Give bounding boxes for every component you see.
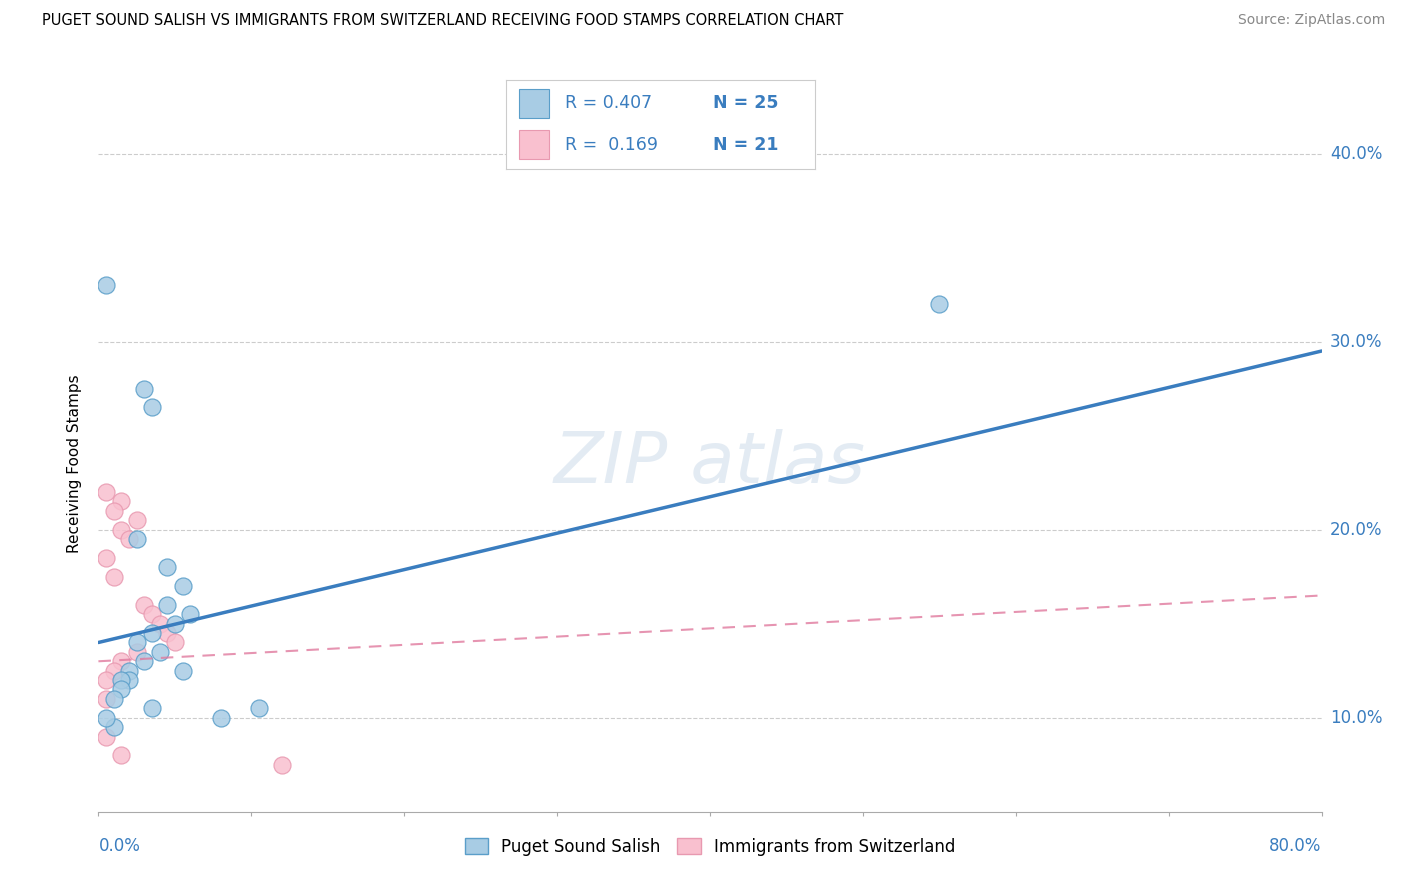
Point bbox=[110, 654, 132, 668]
Point bbox=[94, 485, 117, 500]
Point bbox=[134, 382, 156, 396]
FancyBboxPatch shape bbox=[519, 89, 550, 118]
Point bbox=[149, 645, 172, 659]
Point bbox=[110, 748, 132, 763]
Point bbox=[103, 569, 125, 583]
Y-axis label: Receiving Food Stamps: Receiving Food Stamps bbox=[67, 375, 83, 553]
Point bbox=[928, 297, 950, 311]
Point bbox=[94, 692, 117, 706]
Point bbox=[125, 532, 148, 546]
Text: Source: ZipAtlas.com: Source: ZipAtlas.com bbox=[1237, 13, 1385, 28]
Point bbox=[125, 645, 148, 659]
Text: 80.0%: 80.0% bbox=[1270, 837, 1322, 855]
Point bbox=[103, 720, 125, 734]
FancyBboxPatch shape bbox=[519, 130, 550, 159]
Point bbox=[110, 494, 132, 508]
Text: 0.0%: 0.0% bbox=[98, 837, 141, 855]
Point bbox=[118, 673, 141, 687]
Point bbox=[247, 701, 270, 715]
Text: 30.0%: 30.0% bbox=[1330, 333, 1382, 351]
Point bbox=[103, 664, 125, 678]
Point bbox=[94, 550, 117, 565]
Text: PUGET SOUND SALISH VS IMMIGRANTS FROM SWITZERLAND RECEIVING FOOD STAMPS CORRELAT: PUGET SOUND SALISH VS IMMIGRANTS FROM SW… bbox=[42, 13, 844, 29]
Point bbox=[141, 401, 163, 415]
Point bbox=[94, 730, 117, 744]
Point bbox=[163, 616, 186, 631]
Point bbox=[209, 711, 232, 725]
Point bbox=[118, 532, 141, 546]
Point bbox=[110, 682, 132, 697]
Point bbox=[110, 673, 132, 687]
Legend: Puget Sound Salish, Immigrants from Switzerland: Puget Sound Salish, Immigrants from Swit… bbox=[458, 831, 962, 863]
Point bbox=[94, 711, 117, 725]
Point bbox=[141, 607, 163, 622]
Point bbox=[270, 757, 294, 772]
Text: R =  0.169: R = 0.169 bbox=[565, 136, 658, 153]
Point bbox=[118, 664, 141, 678]
Point bbox=[125, 635, 148, 649]
Text: R = 0.407: R = 0.407 bbox=[565, 95, 652, 112]
Point bbox=[172, 664, 194, 678]
Point bbox=[172, 579, 194, 593]
Text: 20.0%: 20.0% bbox=[1330, 521, 1382, 539]
Point bbox=[125, 513, 148, 527]
Point bbox=[134, 598, 156, 612]
Point bbox=[156, 560, 179, 574]
Point bbox=[179, 607, 201, 622]
Text: 10.0%: 10.0% bbox=[1330, 709, 1382, 727]
Point bbox=[156, 598, 179, 612]
Point bbox=[163, 635, 186, 649]
Text: N = 25: N = 25 bbox=[713, 95, 779, 112]
Text: 40.0%: 40.0% bbox=[1330, 145, 1382, 162]
Text: N = 21: N = 21 bbox=[713, 136, 779, 153]
Point bbox=[141, 626, 163, 640]
Point bbox=[141, 701, 163, 715]
Point bbox=[103, 692, 125, 706]
Text: ZIP atlas: ZIP atlas bbox=[554, 429, 866, 499]
Point bbox=[103, 504, 125, 518]
Point bbox=[110, 523, 132, 537]
Point bbox=[94, 673, 117, 687]
Point bbox=[156, 626, 179, 640]
Point bbox=[149, 616, 172, 631]
Point bbox=[134, 654, 156, 668]
Point bbox=[94, 278, 117, 293]
